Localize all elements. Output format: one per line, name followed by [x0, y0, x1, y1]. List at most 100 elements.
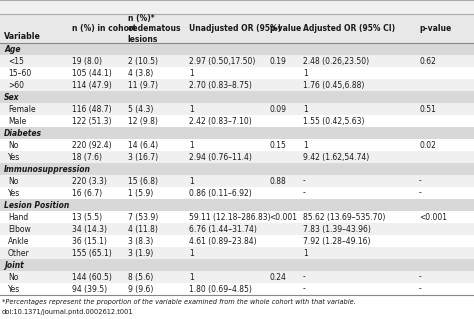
- Text: 4.61 (0.89–23.84): 4.61 (0.89–23.84): [189, 237, 257, 246]
- Bar: [0, 211, 474, 223]
- Text: No: No: [8, 272, 18, 282]
- Text: 1: 1: [189, 177, 194, 186]
- Text: Hand: Hand: [8, 212, 28, 222]
- Text: 11 (9.7): 11 (9.7): [128, 81, 157, 90]
- Text: -: -: [419, 177, 422, 186]
- Text: 15–60: 15–60: [8, 69, 31, 78]
- Text: 2 (10.5): 2 (10.5): [128, 56, 157, 66]
- Text: 94 (39.5): 94 (39.5): [72, 285, 107, 293]
- Text: 0.19: 0.19: [270, 56, 287, 66]
- Text: 1: 1: [303, 141, 308, 150]
- Text: 122 (51.3): 122 (51.3): [72, 116, 111, 126]
- Text: 18 (7.6): 18 (7.6): [72, 152, 102, 161]
- Text: Joint: Joint: [4, 261, 24, 270]
- Text: 105 (44.1): 105 (44.1): [72, 69, 112, 78]
- Text: 220 (3.3): 220 (3.3): [72, 177, 107, 186]
- Bar: [0, 259, 474, 271]
- Text: Male: Male: [8, 116, 27, 126]
- Bar: [0, 223, 474, 235]
- Bar: [0, 127, 474, 139]
- Bar: [0, 283, 474, 295]
- Text: 1: 1: [189, 69, 194, 78]
- Text: Yes: Yes: [8, 285, 20, 293]
- Text: >60: >60: [8, 81, 24, 90]
- Text: n (%)*
oedematous
lesions: n (%)* oedematous lesions: [128, 14, 181, 44]
- Text: Variable: Variable: [4, 32, 41, 41]
- Text: 1.76 (0.45,6.88): 1.76 (0.45,6.88): [303, 81, 364, 90]
- Text: 12 (9.8): 12 (9.8): [128, 116, 157, 126]
- Text: 1.80 (0.69–4.85): 1.80 (0.69–4.85): [189, 285, 252, 293]
- Bar: [0, 247, 474, 259]
- Text: 3 (8.3): 3 (8.3): [128, 237, 153, 246]
- Bar: [0, 139, 474, 151]
- Text: -: -: [303, 285, 306, 293]
- Text: 1.55 (0.42,5.63): 1.55 (0.42,5.63): [303, 116, 365, 126]
- Text: 4 (3.8): 4 (3.8): [128, 69, 153, 78]
- Text: 1: 1: [189, 105, 194, 114]
- Text: <0.001: <0.001: [419, 212, 447, 222]
- Text: 9.42 (1.62,54.74): 9.42 (1.62,54.74): [303, 152, 369, 161]
- Bar: [0, 43, 474, 55]
- Text: -: -: [419, 285, 422, 293]
- Text: -: -: [303, 272, 306, 282]
- Text: No: No: [8, 177, 18, 186]
- Text: -: -: [419, 272, 422, 282]
- Text: No: No: [8, 141, 18, 150]
- Bar: [0, 79, 474, 91]
- Text: 2.42 (0.83–7.10): 2.42 (0.83–7.10): [189, 116, 252, 126]
- Text: 6.76 (1.44–31.74): 6.76 (1.44–31.74): [189, 225, 257, 234]
- Text: <0.001: <0.001: [270, 212, 298, 222]
- Text: 85.62 (13.69–535.70): 85.62 (13.69–535.70): [303, 212, 385, 222]
- Text: 19 (8.0): 19 (8.0): [72, 56, 102, 66]
- Bar: [0, 115, 474, 127]
- Text: 3 (1.9): 3 (1.9): [128, 249, 153, 257]
- Bar: [0, 163, 474, 175]
- Text: 2.97 (0.50,17.50): 2.97 (0.50,17.50): [189, 56, 255, 66]
- Text: Yes: Yes: [8, 152, 20, 161]
- Text: Other: Other: [8, 249, 30, 257]
- Text: 13 (5.5): 13 (5.5): [72, 212, 102, 222]
- Text: Female: Female: [8, 105, 36, 114]
- Bar: [0, 91, 474, 103]
- Text: Yes: Yes: [8, 189, 20, 197]
- Text: 0.51: 0.51: [419, 105, 436, 114]
- Text: doi:10.1371/journal.pntd.0002612.t001: doi:10.1371/journal.pntd.0002612.t001: [2, 309, 133, 315]
- Text: p-value: p-value: [270, 24, 302, 33]
- Text: 1: 1: [303, 69, 308, 78]
- Text: 0.15: 0.15: [270, 141, 287, 150]
- Text: 36 (15.1): 36 (15.1): [72, 237, 107, 246]
- Text: 1: 1: [303, 249, 308, 257]
- Text: 16 (6.7): 16 (6.7): [72, 189, 102, 197]
- Text: 0.24: 0.24: [270, 272, 287, 282]
- Bar: [0, 175, 474, 187]
- Text: 2.70 (0.83–8.75): 2.70 (0.83–8.75): [189, 81, 252, 90]
- Text: 3 (16.7): 3 (16.7): [128, 152, 158, 161]
- Bar: [0, 271, 474, 283]
- Text: 15 (6.8): 15 (6.8): [128, 177, 157, 186]
- Bar: [0, 67, 474, 79]
- Text: 5 (4.3): 5 (4.3): [128, 105, 153, 114]
- Text: 0.88: 0.88: [270, 177, 286, 186]
- Text: 0.09: 0.09: [270, 105, 287, 114]
- Text: 8 (5.6): 8 (5.6): [128, 272, 153, 282]
- Text: 1: 1: [189, 272, 194, 282]
- Bar: [0, 151, 474, 163]
- Bar: [0, 103, 474, 115]
- Text: 1: 1: [189, 249, 194, 257]
- Text: 34 (14.3): 34 (14.3): [72, 225, 107, 234]
- Bar: [0, 55, 474, 67]
- Text: Age: Age: [4, 45, 21, 54]
- Text: 9 (9.6): 9 (9.6): [128, 285, 153, 293]
- Text: Sex: Sex: [4, 93, 20, 101]
- Text: -: -: [419, 189, 422, 197]
- Text: 14 (6.4): 14 (6.4): [128, 141, 158, 150]
- Text: 7.83 (1.39–43.96): 7.83 (1.39–43.96): [303, 225, 371, 234]
- Text: 155 (65.1): 155 (65.1): [72, 249, 112, 257]
- Text: 2.48 (0.26,23.50): 2.48 (0.26,23.50): [303, 56, 369, 66]
- Text: p-value: p-value: [419, 24, 451, 33]
- Text: -: -: [303, 177, 306, 186]
- Text: <15: <15: [8, 56, 24, 66]
- Text: Diabetes: Diabetes: [4, 129, 42, 137]
- Text: Immunosuppression: Immunosuppression: [4, 165, 91, 174]
- Bar: [0, 187, 474, 199]
